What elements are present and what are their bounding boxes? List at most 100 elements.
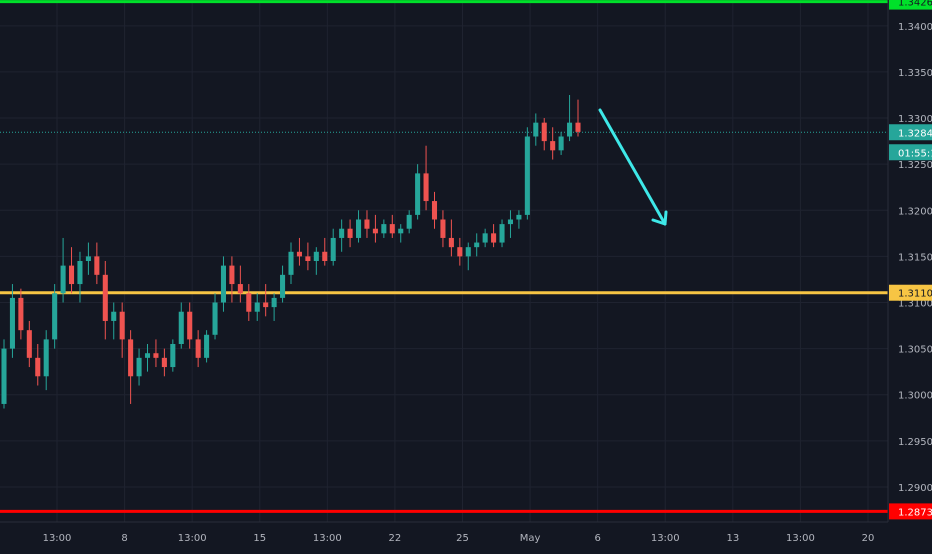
time-axis-panel[interactable]	[0, 522, 932, 550]
arrow-shaft[interactable]	[598, 108, 667, 226]
candle-body	[313, 251, 319, 261]
candle	[457, 237, 463, 266]
candle	[499, 219, 505, 248]
candle-body	[178, 311, 184, 345]
candle	[567, 94, 573, 142]
candle-body	[26, 330, 32, 358]
candle-body	[524, 136, 530, 215]
candle	[330, 228, 336, 266]
price-tick-label: 1.30500	[898, 345, 932, 356]
candle	[254, 293, 260, 321]
candle	[364, 210, 370, 238]
candle	[550, 127, 556, 160]
candle	[85, 242, 91, 275]
candle	[541, 118, 547, 151]
candle-body	[507, 219, 514, 225]
time-tick-label: 15	[253, 533, 266, 544]
time-tick-label: 13:00	[313, 533, 342, 544]
candle	[575, 99, 581, 137]
candle-body	[280, 274, 286, 298]
candle	[507, 210, 514, 238]
price-axis[interactable]: 1.34000 1.33500 1.33000 1.32500 1.32000 1.315…	[898, 22, 932, 494]
candle-body	[220, 265, 227, 303]
candle-body	[448, 237, 454, 248]
candle-body	[68, 265, 75, 285]
support-price-badge-text: 1.31106	[898, 289, 932, 300]
candle	[229, 256, 235, 303]
candle	[440, 210, 446, 248]
price-tick-label: 1.33500	[898, 68, 932, 79]
candle	[406, 210, 412, 234]
candle	[415, 164, 421, 220]
time-axis[interactable]: 13:00 8 13:00 15 13:00 22 25 May 6 13:00 13 13:00 20	[43, 533, 875, 544]
candle-body	[237, 284, 243, 294]
price-tick-label: 1.30000	[898, 391, 932, 402]
candle	[204, 330, 210, 363]
candle-body	[558, 136, 564, 151]
time-tick-label: 25	[456, 533, 469, 544]
price-tick-label: 1.29000	[898, 483, 932, 494]
current-price-badge-text: 1.32846	[898, 128, 932, 139]
candle-body	[550, 141, 556, 151]
price-axis-panel[interactable]	[888, 0, 932, 522]
candle	[263, 284, 269, 317]
candle	[271, 293, 277, 321]
candle-body	[431, 201, 438, 220]
candle	[381, 219, 387, 238]
candle	[423, 145, 429, 211]
candle	[220, 256, 227, 312]
candle-body	[465, 247, 471, 257]
candle-body	[102, 274, 108, 321]
candle-body	[170, 344, 176, 368]
candle-body	[9, 297, 15, 349]
candle	[524, 127, 530, 220]
grid	[0, 0, 888, 522]
price-tick-label: 1.29500	[898, 437, 932, 448]
candle	[128, 330, 134, 404]
candle	[60, 237, 66, 303]
candle-body	[35, 357, 41, 377]
candle-body	[381, 224, 387, 234]
candle-body	[364, 219, 370, 229]
candle-body	[567, 122, 573, 137]
candle-body	[482, 233, 488, 243]
candle	[372, 214, 378, 243]
candle-body	[406, 214, 412, 229]
candle	[111, 302, 117, 340]
resistance-price-badge-bg	[889, 0, 932, 10]
support-price-badge-bg	[889, 284, 932, 301]
candles	[1, 94, 581, 409]
arrow-head-icon	[651, 210, 668, 226]
candle	[355, 210, 362, 243]
time-tick-label: May	[520, 533, 541, 544]
candle	[94, 242, 100, 285]
candle	[431, 191, 438, 229]
candle	[119, 302, 125, 358]
candle-body	[541, 122, 547, 142]
candle-body	[347, 228, 353, 238]
candle-body	[296, 251, 302, 257]
current-price-badge-bg	[889, 124, 932, 141]
candle	[43, 330, 49, 391]
candle-body	[111, 311, 117, 321]
support-price-badge: 1.31106	[889, 284, 932, 301]
candle-body	[474, 242, 480, 248]
candle	[398, 224, 404, 243]
candle	[1, 339, 7, 409]
candle-body	[119, 311, 125, 340]
candle-body	[457, 247, 463, 257]
candle-body	[43, 339, 49, 377]
candle-body	[254, 302, 260, 312]
time-tick-label: 13:00	[178, 533, 207, 544]
candle-body	[263, 302, 269, 308]
candle	[18, 288, 24, 340]
candle-body	[128, 339, 134, 377]
candle-body	[305, 256, 311, 261]
candle-body	[144, 353, 151, 358]
horizontal-levels	[0, 0, 888, 513]
resistance-price-badge: 1.34263	[889, 0, 932, 10]
candle	[136, 348, 142, 386]
candle-body	[423, 173, 429, 202]
